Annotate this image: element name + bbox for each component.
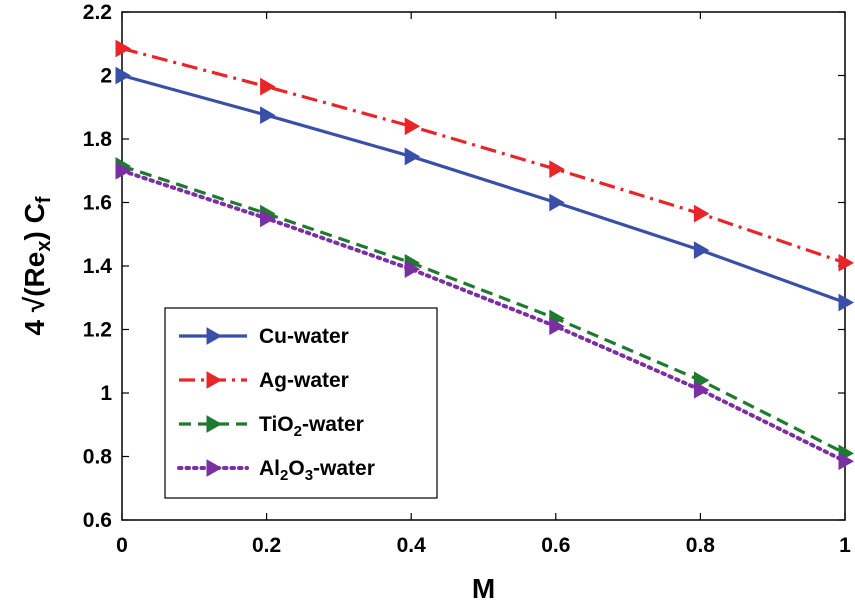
legend-subscript: 2	[294, 423, 302, 440]
data-point	[260, 77, 276, 96]
series-layer	[115, 39, 855, 471]
legend-text-part: Al	[259, 457, 280, 480]
data-point	[115, 66, 132, 85]
legend-label: Cu-water	[259, 325, 349, 348]
data-point	[115, 161, 132, 180]
x-tick-label: 0	[116, 534, 128, 557]
series-ag-water	[115, 39, 855, 272]
legend-entry: Cu-water	[179, 325, 349, 348]
y-tick-label: 1.8	[83, 128, 113, 151]
series-line	[120, 168, 847, 464]
legend-entry: Ag-water	[179, 369, 349, 392]
series-al2o3-water	[115, 161, 855, 471]
y-label-sub1: x	[33, 241, 55, 252]
y-tick-label: 0.8	[83, 446, 113, 469]
legend-marker	[206, 371, 223, 389]
legend-subscript: 3	[305, 467, 313, 484]
y-tick-label: 1	[100, 382, 112, 405]
y-tick-label: 0.6	[83, 509, 112, 532]
legend-text-part: Cu-water	[259, 325, 349, 348]
data-point	[115, 39, 132, 58]
y-tick-label: 2	[100, 65, 112, 88]
x-tick-label: 0.8	[686, 534, 716, 557]
legend-text-part: Ag-water	[259, 369, 349, 392]
data-point	[260, 209, 276, 228]
tick-labels: 0 0.2 0.4 0.6 0.8 1 0.6 0.8 1 1.2 1.4 1.6 1.8 2 2.2	[83, 1, 851, 557]
legend-text-part: -water	[313, 457, 375, 480]
y-label-middle: ) C	[19, 203, 50, 240]
series-cu-water	[115, 66, 855, 312]
y-tick-label: 1.4	[83, 255, 113, 278]
x-tick-label: 1	[839, 534, 851, 557]
x-tick-label: 0.2	[252, 534, 281, 557]
data-point	[693, 241, 710, 259]
legend-marker	[206, 415, 223, 433]
series-line	[121, 73, 846, 305]
legend-text-part: -water	[302, 413, 364, 436]
y-tick-label: 1.2	[83, 319, 112, 342]
legend-marker	[206, 459, 223, 477]
y-label-prefix: 4 √(Re	[19, 252, 50, 336]
data-point	[693, 204, 710, 223]
data-point	[260, 106, 276, 125]
series-line	[121, 164, 846, 455]
legend-label: TiO2-water	[259, 413, 364, 440]
legend-entry: TiO2-water	[179, 413, 364, 440]
x-tick-label: 0.6	[541, 534, 570, 557]
data-point	[838, 293, 855, 312]
y-label-sub2: f	[33, 196, 55, 203]
y-tick-label: 2.2	[83, 1, 112, 24]
legend-subscript: 2	[280, 467, 288, 484]
data-point	[838, 253, 855, 272]
data-point	[404, 147, 421, 166]
y-tick-label: 1.6	[83, 192, 112, 215]
data-point	[693, 380, 710, 399]
data-point	[549, 160, 565, 179]
x-axis-label: M	[472, 573, 495, 604]
data-point	[838, 452, 855, 471]
legend-entry: Al2O3-water	[177, 457, 375, 484]
data-point	[404, 260, 421, 279]
x-tick-label: 0.4	[397, 534, 427, 557]
legend-marker	[206, 327, 223, 345]
series-line	[121, 46, 846, 265]
y-axis-label: 4 √(Rex) Cf	[19, 196, 55, 335]
legend-text-part: TiO	[259, 413, 294, 436]
legend-label: Al2O3-water	[259, 457, 375, 484]
legend-label: Ag-water	[259, 369, 349, 392]
data-point	[549, 317, 565, 336]
legend-text-part: O	[288, 457, 304, 480]
data-point	[404, 117, 421, 136]
data-point	[549, 193, 565, 212]
